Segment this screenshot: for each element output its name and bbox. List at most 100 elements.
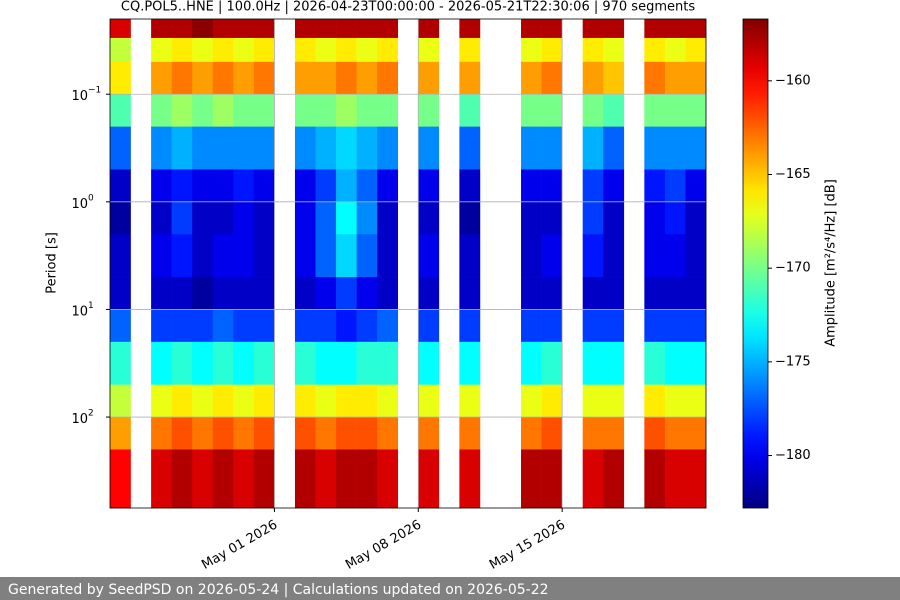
heatmap-cell <box>110 94 131 127</box>
heatmap-cell <box>212 126 234 170</box>
colorbar-tick-label: −180 <box>775 448 811 463</box>
heatmap-cell <box>151 94 172 127</box>
heatmap-cell <box>253 384 275 418</box>
heatmap-cell <box>253 94 275 127</box>
heatmap-cell <box>541 61 563 95</box>
heatmap-cell <box>315 341 337 385</box>
heatmap-cell <box>336 37 357 63</box>
colorbar-tick-label: −175 <box>775 354 811 369</box>
heatmap-cell <box>377 19 399 39</box>
heatmap-cell <box>294 309 316 343</box>
heatmap-cell <box>315 277 337 310</box>
heatmap-cell <box>521 37 542 63</box>
heatmap-cell <box>151 37 172 63</box>
heatmap-cell <box>233 201 255 235</box>
heatmap-cell <box>418 277 440 310</box>
heatmap-cell <box>377 417 399 450</box>
heatmap-cell <box>233 384 255 418</box>
heatmap-cell <box>582 417 604 450</box>
heatmap-cell <box>541 19 563 39</box>
heatmap-cell <box>418 19 440 39</box>
heatmap-cell <box>644 94 666 127</box>
heatmap-cell <box>336 19 357 39</box>
heatmap-cell <box>521 417 542 450</box>
heatmap-cell <box>356 234 378 278</box>
heatmap-cell <box>212 234 234 278</box>
heatmap-cell <box>294 19 316 39</box>
heatmap-cell <box>192 234 214 278</box>
heatmap-cell <box>336 417 357 450</box>
heatmap-cell <box>603 449 625 509</box>
y-tick-label: 10 <box>71 412 88 427</box>
heatmap-cell <box>541 37 563 63</box>
heatmap-cell <box>253 309 275 343</box>
heatmap-cell <box>294 341 316 385</box>
heatmap-cell <box>541 94 563 127</box>
heatmap-cell <box>151 19 172 39</box>
heatmap-cell <box>151 277 172 310</box>
heatmap-cell <box>521 341 542 385</box>
y-tick-base: 10 <box>71 89 88 104</box>
heatmap-cell <box>212 19 234 39</box>
heatmap-cell <box>294 277 316 310</box>
y-tick-exponent: 1 <box>88 301 94 311</box>
heatmap-cell <box>233 169 255 203</box>
heatmap-cell <box>377 277 399 310</box>
heatmap-cell <box>685 94 707 127</box>
heatmap-cell <box>603 169 625 203</box>
heatmap-cell <box>685 37 707 63</box>
heatmap-cell <box>644 169 666 203</box>
heatmap-cell <box>110 384 131 418</box>
heatmap-cell <box>171 94 193 127</box>
y-tick-base: 10 <box>71 196 88 211</box>
heatmap-cell <box>459 19 481 39</box>
heatmap-cell <box>294 449 316 509</box>
heatmap-cell <box>418 309 440 343</box>
heatmap-cell <box>294 384 316 418</box>
heatmap-cell <box>336 309 357 343</box>
heatmap-cell <box>603 37 625 63</box>
heatmap-cell <box>294 37 316 63</box>
heatmap-cell <box>253 201 275 235</box>
heatmap-cell <box>685 449 707 509</box>
heatmap-cell <box>459 37 481 63</box>
heatmap-cell <box>685 169 707 203</box>
heatmap-cell <box>664 417 686 450</box>
heatmap-cell <box>582 201 604 235</box>
heatmap-cell <box>192 449 214 509</box>
colorbar-label: Amplitude [m²/s⁴/Hz] [dB] <box>824 179 839 347</box>
heatmap-cell <box>233 94 255 127</box>
heatmap-cell <box>192 341 214 385</box>
heatmap-cell <box>233 449 255 509</box>
heatmap-cell <box>253 37 275 63</box>
heatmap-cell <box>315 309 337 343</box>
heatmap-cell <box>418 384 440 418</box>
heatmap-cell <box>521 309 542 343</box>
heatmap-cell <box>171 234 193 278</box>
heatmap-cell <box>582 384 604 418</box>
y-tick-exponent: 2 <box>88 409 94 419</box>
heatmap-cell <box>212 384 234 418</box>
heatmap-cell <box>582 126 604 170</box>
heatmap-cell <box>253 417 275 450</box>
heatmap-cell <box>315 19 337 39</box>
heatmap-cell <box>582 94 604 127</box>
heatmap-cell <box>171 126 193 170</box>
heatmap-cell <box>151 169 172 203</box>
heatmap-cell <box>459 341 481 385</box>
heatmap-cell <box>151 201 172 235</box>
heatmap-cell <box>171 61 193 95</box>
y-tick-label: 10 <box>71 304 88 319</box>
heatmap-cell <box>603 94 625 127</box>
heatmap-cell <box>110 201 131 235</box>
heatmap-cell <box>192 417 214 450</box>
heatmap-cell <box>253 277 275 310</box>
heatmap-cell <box>151 309 172 343</box>
heatmap-cell <box>315 94 337 127</box>
y-tick-label: 10 <box>71 196 88 211</box>
heatmap-cell <box>253 19 275 39</box>
heatmap-cell <box>336 126 357 170</box>
heatmap-cell <box>664 309 686 343</box>
heatmap-cell <box>644 417 666 450</box>
heatmap-cell <box>356 277 378 310</box>
